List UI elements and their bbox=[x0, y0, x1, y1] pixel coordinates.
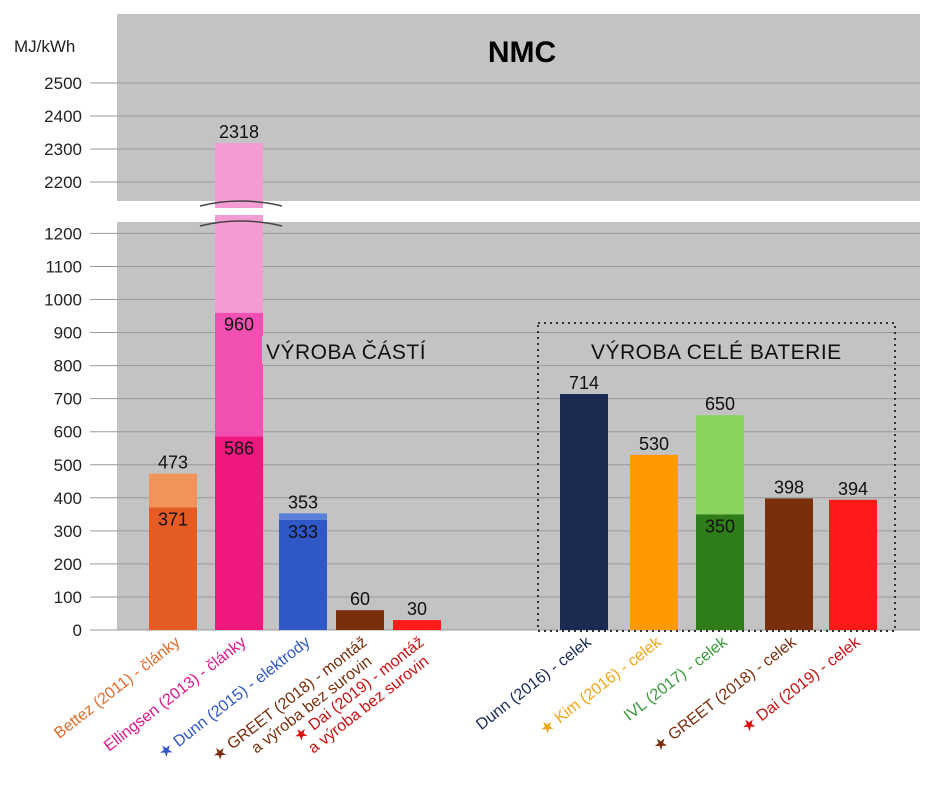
y-tick-1200: 1200 bbox=[44, 224, 82, 243]
bar-group-8: 350 650 bbox=[696, 394, 744, 630]
y-tick-2300: 2300 bbox=[44, 140, 82, 159]
bar-group-6: 714 bbox=[560, 373, 608, 630]
value-label-473: 473 bbox=[158, 453, 188, 473]
y-axis-label: MJ/kWh bbox=[14, 37, 75, 56]
bar-6-segment-1 bbox=[560, 394, 608, 630]
bar-group-3: 333 353 bbox=[279, 492, 327, 630]
y-tick-1000: 1000 bbox=[44, 291, 82, 310]
category-name: GREET (2018) - celek bbox=[662, 633, 801, 746]
y-tick-800: 800 bbox=[54, 357, 82, 376]
bar-group-4: 60 bbox=[336, 589, 384, 630]
y-tick-0: 0 bbox=[73, 621, 82, 640]
bar-3-segment-2 bbox=[279, 513, 327, 520]
y-tick-500: 500 bbox=[54, 456, 82, 475]
y-tick-2200: 2200 bbox=[44, 173, 82, 192]
y-tick-200: 200 bbox=[54, 555, 82, 574]
bar-8-segment-1 bbox=[696, 514, 744, 630]
bar-9-segment-1 bbox=[765, 498, 813, 630]
y-tick-2400: 2400 bbox=[44, 107, 82, 126]
bar-2-segment-3-upper bbox=[215, 143, 263, 209]
chart-title: NMC bbox=[488, 36, 556, 69]
value-label-30: 30 bbox=[407, 599, 427, 619]
category-label-1: Bettez (2011) - články bbox=[51, 634, 183, 742]
bar-2-segment-2 bbox=[215, 312, 263, 437]
value-label-353: 353 bbox=[288, 492, 318, 512]
bar-10-segment-1 bbox=[829, 499, 877, 630]
category-line: Bettez (2011) - články bbox=[51, 634, 183, 742]
bar-1-segment-2 bbox=[149, 473, 197, 508]
bar-group-10: 394 bbox=[829, 479, 877, 630]
axis-break-mark bbox=[199, 200, 283, 227]
y-tick-900: 900 bbox=[54, 324, 82, 343]
category-label-6: Dunn (2016) - celek bbox=[473, 633, 595, 734]
category-text-7: ★ Kim (2016) - celek bbox=[537, 633, 665, 739]
value-label-333: 333 bbox=[288, 522, 318, 542]
category-label-10: ★ Dai (2019) - celek bbox=[739, 633, 865, 736]
y-tick-600: 600 bbox=[54, 423, 82, 442]
y-tick-2500: 2500 bbox=[44, 74, 82, 93]
value-label-714: 714 bbox=[569, 373, 599, 393]
category-name: Dai (2019) - celek bbox=[750, 633, 864, 727]
category-line: Dunn (2016) - celek bbox=[473, 633, 595, 734]
y-tick-300: 300 bbox=[54, 522, 82, 541]
bar-3-segment-1 bbox=[279, 519, 327, 630]
value-label-394: 394 bbox=[838, 479, 868, 499]
value-label-586: 586 bbox=[224, 438, 254, 458]
value-label-371: 371 bbox=[158, 509, 188, 529]
section-label-whole-battery: VÝROBA CELÉ BATERIE bbox=[591, 341, 842, 364]
category-text-10: ★ Dai (2019) - celek bbox=[739, 633, 865, 736]
category-label-7: ★ Kim (2016) - celek bbox=[537, 633, 665, 739]
whole-battery-frame bbox=[537, 322, 896, 632]
category-text-6: Dunn (2016) - celek bbox=[473, 633, 595, 734]
bar-group-1: 371 473 bbox=[149, 453, 197, 630]
bar-7-segment-1 bbox=[630, 454, 678, 630]
bars: 371 473 586 960 2318 333 353 60 30 714 530 350 650 39… bbox=[149, 122, 877, 630]
value-label-398: 398 bbox=[774, 477, 804, 497]
bar-2-segment-3-lower bbox=[215, 214, 263, 313]
bar-2-segment-1 bbox=[215, 436, 263, 630]
y-tick-1100: 1100 bbox=[45, 257, 82, 276]
bar-group-2: 586 960 2318 bbox=[211, 122, 267, 630]
category-line: ★ Kim (2016) - celek bbox=[537, 633, 665, 739]
y-tick-100: 100 bbox=[54, 588, 82, 607]
bar-2-break-gap bbox=[211, 208, 267, 215]
value-label-960: 960 bbox=[224, 315, 254, 335]
value-label-350: 350 bbox=[705, 516, 735, 536]
bar-8-segment-2 bbox=[696, 415, 744, 515]
y-tick-400: 400 bbox=[54, 489, 82, 508]
value-label-650: 650 bbox=[705, 394, 735, 414]
category-text-1: Bettez (2011) - články bbox=[51, 634, 183, 742]
bar-group-7: 530 bbox=[630, 434, 678, 630]
bar-1-segment-1 bbox=[149, 507, 197, 630]
section-label-background-parts bbox=[262, 336, 500, 364]
bar-group-9: 398 bbox=[765, 477, 813, 630]
section-label-parts: VÝROBA ČÁSTÍ bbox=[266, 341, 426, 364]
bar-group-5: 30 bbox=[393, 599, 441, 630]
value-label-2318: 2318 bbox=[219, 122, 259, 142]
y-tick-700: 700 bbox=[54, 390, 82, 409]
value-label-530: 530 bbox=[639, 434, 669, 454]
bar-4-segment-1 bbox=[336, 610, 384, 630]
value-label-60: 60 bbox=[350, 589, 370, 609]
category-line: ★ Dai (2019) - celek bbox=[739, 633, 865, 736]
y-axis-ticks: 0 100 200 300 400 500 600 700 800 900 1000 1100 1200… bbox=[44, 74, 82, 640]
bar-5-segment-1 bbox=[393, 620, 441, 630]
